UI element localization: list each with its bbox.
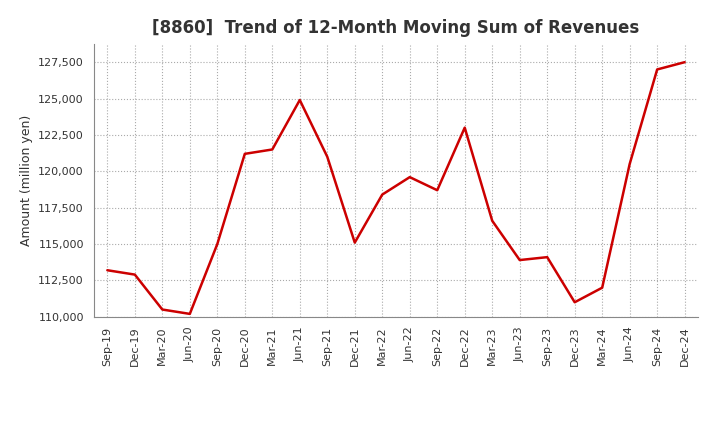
Y-axis label: Amount (million yen): Amount (million yen) — [19, 115, 32, 246]
Title: [8860]  Trend of 12-Month Moving Sum of Revenues: [8860] Trend of 12-Month Moving Sum of R… — [153, 19, 639, 37]
